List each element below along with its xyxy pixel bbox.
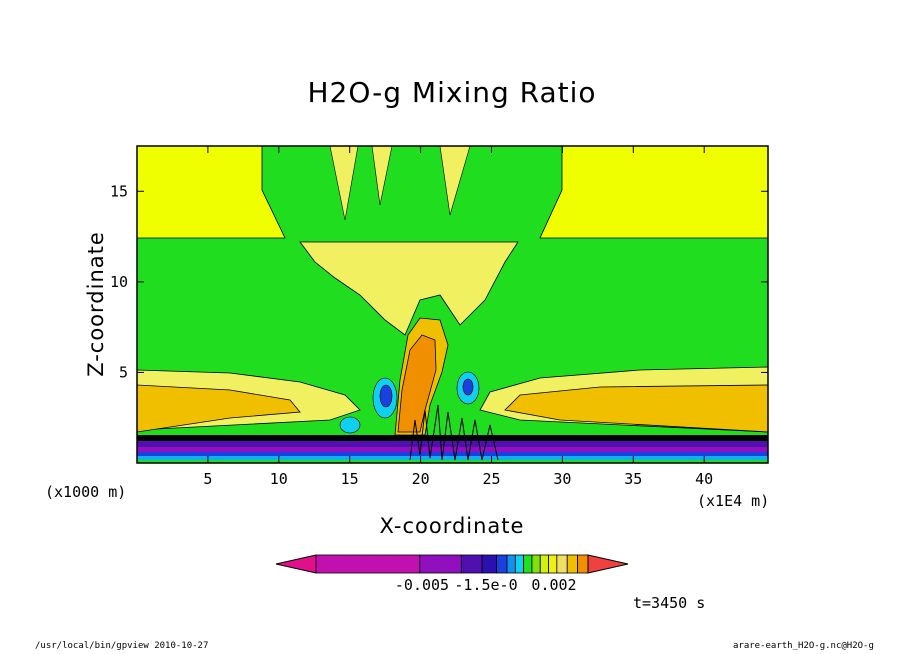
x-tick-label: 25 xyxy=(482,470,500,488)
field-contour-band xyxy=(137,435,768,441)
field-cyan-pocket-low xyxy=(339,416,361,434)
colorbar-segment xyxy=(460,554,483,574)
field-yellow-upper-left xyxy=(137,146,286,239)
field-tower-orange xyxy=(397,334,437,433)
colorbar-segment xyxy=(481,554,498,574)
x-tick-label: 40 xyxy=(695,470,713,488)
colorbar-segment xyxy=(531,554,541,574)
footer-file-variable: arare-earth_H2O-g.nc@H2O-g xyxy=(733,641,874,651)
field-yellow-upper-right xyxy=(539,146,768,239)
field-gold-left xyxy=(137,384,301,433)
colorbar-segment xyxy=(556,554,568,574)
field-cyan-band xyxy=(137,456,768,460)
field-gold-right xyxy=(504,384,768,433)
colorbar-segment xyxy=(577,554,589,574)
time-label: t=3450 s xyxy=(633,594,706,612)
colorbar-segment xyxy=(419,554,462,574)
colorbar-segment xyxy=(566,554,579,574)
y-axis-label: Z-coordinate xyxy=(84,231,108,377)
chart-title: H2O-g Mixing Ratio xyxy=(307,76,597,109)
x-tick-label: 30 xyxy=(553,470,571,488)
y-tick-label: 10 xyxy=(110,273,128,291)
field-violet-band xyxy=(137,447,768,452)
contour-field xyxy=(137,146,768,463)
field-anvil xyxy=(299,241,519,336)
x-tick-label: 10 xyxy=(270,470,288,488)
field-yellow-strand-1 xyxy=(329,146,359,221)
colorbar-label: 0.002 xyxy=(531,576,576,594)
field-blue-pocket-right xyxy=(462,378,474,396)
x-axis: 5 10 15 20 25 30 35 40 xyxy=(203,146,713,488)
colorbar-segment xyxy=(514,554,525,574)
y-tick-label: 15 xyxy=(110,182,128,200)
colorbar-label: -1.5e-0 xyxy=(454,576,517,594)
colorbar-segment xyxy=(523,554,533,574)
field-yellow-strand-2 xyxy=(371,146,393,206)
colorbar-segment xyxy=(506,554,516,574)
colorbar-segment xyxy=(539,554,549,574)
footer-program-date: /usr/local/bin/gpview 2010-10-27 xyxy=(35,641,209,651)
field-blue-pocket-left xyxy=(379,384,393,408)
x-tick-label: 15 xyxy=(341,470,359,488)
y-tick-label: 5 xyxy=(119,363,128,381)
field-turbulence xyxy=(409,404,499,461)
x-axis-label: X-coordinate xyxy=(379,514,525,538)
y-axis: 5 10 15 xyxy=(110,182,768,381)
colorbar-segment xyxy=(496,554,508,574)
x-tick-label: 35 xyxy=(624,470,642,488)
field-blue-band xyxy=(137,452,768,456)
y-axis-unit: (x1000 m) xyxy=(45,483,127,501)
field-yellow-strand-3 xyxy=(439,146,471,216)
plot-frame xyxy=(136,145,769,464)
field-green-band xyxy=(137,460,768,463)
colorbar-segment xyxy=(548,554,558,574)
x-axis-unit: (x1E4 m) xyxy=(697,492,770,510)
colorbar-label: -0.005 xyxy=(395,576,449,594)
colorbar: -0.005 -1.5e-0 0.002 xyxy=(275,554,629,594)
colorbar-segment xyxy=(315,554,421,574)
colorbar-arrow-left xyxy=(275,554,317,574)
colorbar-arrow-right xyxy=(587,554,629,574)
x-tick-label: 20 xyxy=(412,470,430,488)
x-tick-label: 5 xyxy=(203,470,212,488)
